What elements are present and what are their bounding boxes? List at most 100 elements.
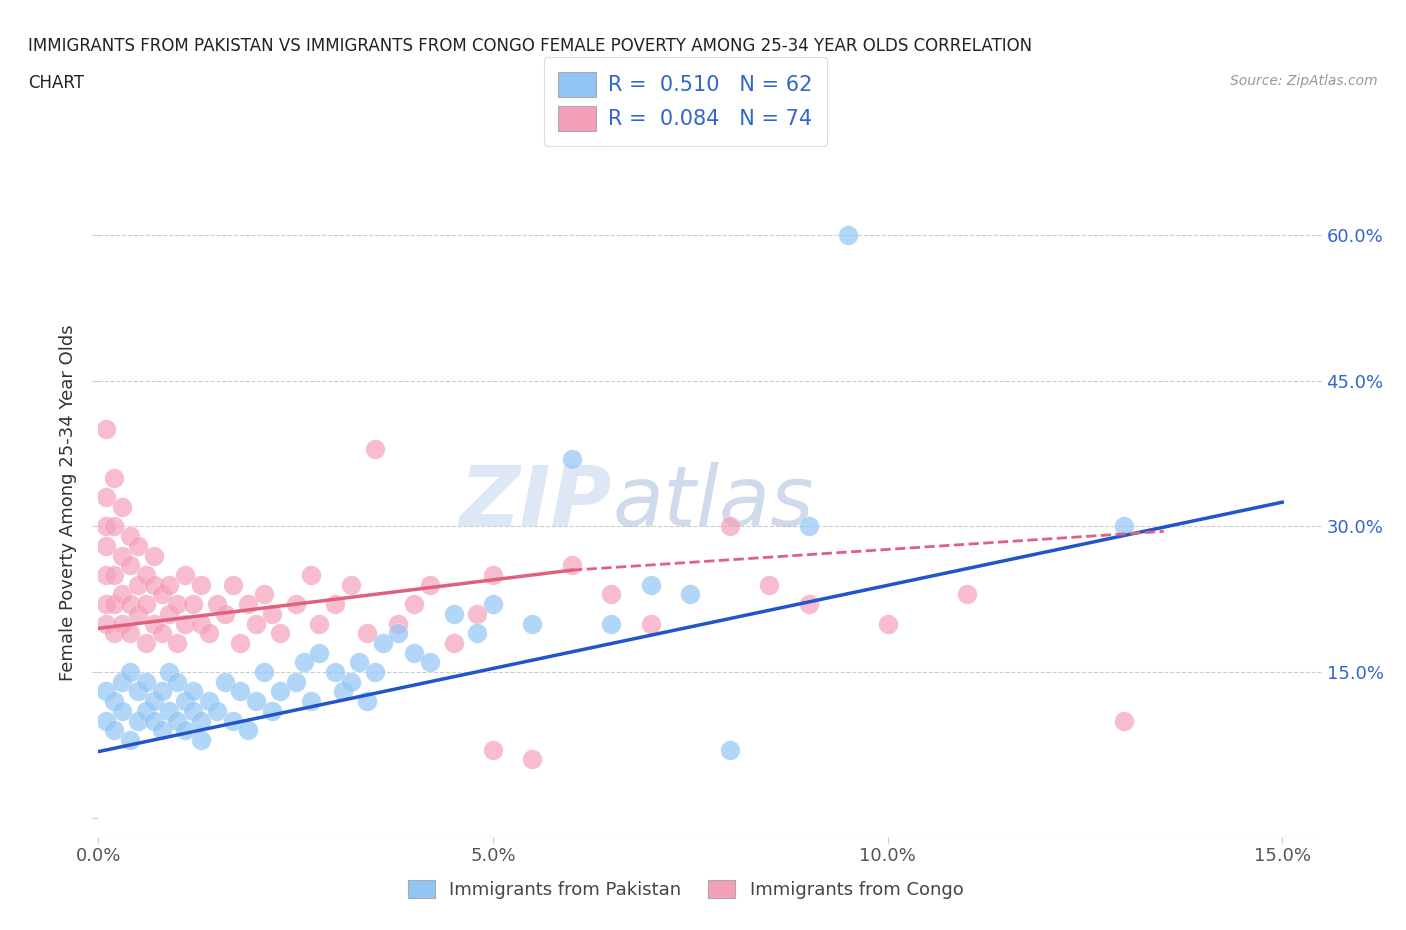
Point <box>718 519 741 534</box>
Point <box>166 674 188 689</box>
Point <box>118 558 141 573</box>
Point <box>190 733 212 748</box>
Point <box>482 742 505 757</box>
Point <box>465 606 488 621</box>
Point <box>205 597 228 612</box>
Point <box>181 597 204 612</box>
Point <box>166 597 188 612</box>
Point <box>1114 519 1136 534</box>
Point <box>96 713 118 728</box>
Point <box>797 597 820 612</box>
Point <box>111 499 134 514</box>
Point <box>269 684 291 698</box>
Point <box>190 616 212 631</box>
Point <box>166 713 188 728</box>
Point <box>292 655 315 670</box>
Y-axis label: Female Poverty Among 25-34 Year Olds: Female Poverty Among 25-34 Year Olds <box>59 324 77 681</box>
Point <box>190 578 212 592</box>
Point <box>323 597 346 612</box>
Point <box>159 606 181 621</box>
Point <box>103 519 125 534</box>
Point <box>718 742 741 757</box>
Text: CHART: CHART <box>28 74 84 92</box>
Point <box>419 655 441 670</box>
Point <box>174 694 197 709</box>
Point <box>229 635 252 650</box>
Point <box>229 684 252 698</box>
Point <box>103 626 125 641</box>
Point <box>238 597 260 612</box>
Point <box>127 538 149 553</box>
Point <box>111 548 134 563</box>
Point <box>253 587 276 602</box>
Point <box>253 665 276 680</box>
Point <box>363 665 385 680</box>
Point <box>640 578 662 592</box>
Point <box>1114 713 1136 728</box>
Point <box>118 626 141 641</box>
Point <box>135 567 157 582</box>
Point <box>150 723 173 737</box>
Legend: Immigrants from Pakistan, Immigrants from Congo: Immigrants from Pakistan, Immigrants fro… <box>398 870 973 909</box>
Point <box>127 684 149 698</box>
Point <box>96 684 118 698</box>
Point <box>111 616 134 631</box>
Point <box>159 578 181 592</box>
Point <box>561 558 583 573</box>
Point <box>465 626 488 641</box>
Point <box>522 752 544 767</box>
Point <box>443 606 465 621</box>
Point <box>96 597 118 612</box>
Point <box>111 703 134 718</box>
Point <box>118 665 141 680</box>
Point <box>371 635 394 650</box>
Point <box>111 587 134 602</box>
Text: IMMIGRANTS FROM PAKISTAN VS IMMIGRANTS FROM CONGO FEMALE POVERTY AMONG 25-34 YEA: IMMIGRANTS FROM PAKISTAN VS IMMIGRANTS F… <box>28 37 1032 55</box>
Point <box>198 694 221 709</box>
Point <box>118 597 141 612</box>
Point <box>679 587 702 602</box>
Point <box>150 587 173 602</box>
Point <box>260 703 283 718</box>
Point <box>356 626 378 641</box>
Point <box>522 616 544 631</box>
Point <box>797 519 820 534</box>
Point <box>308 616 330 631</box>
Point <box>198 626 221 641</box>
Point <box>127 713 149 728</box>
Point <box>96 490 118 505</box>
Point <box>103 694 125 709</box>
Point <box>142 713 165 728</box>
Point <box>387 616 409 631</box>
Point <box>190 713 212 728</box>
Point <box>142 694 165 709</box>
Point <box>111 674 134 689</box>
Point <box>640 616 662 631</box>
Point <box>363 442 385 457</box>
Point <box>758 578 780 592</box>
Point <box>323 665 346 680</box>
Point <box>356 694 378 709</box>
Point <box>482 567 505 582</box>
Point <box>96 567 118 582</box>
Point <box>135 674 157 689</box>
Point <box>221 713 243 728</box>
Point <box>443 635 465 650</box>
Point <box>205 703 228 718</box>
Point <box>221 578 243 592</box>
Point <box>419 578 441 592</box>
Point <box>150 626 173 641</box>
Point <box>159 665 181 680</box>
Point <box>340 578 363 592</box>
Point <box>387 626 409 641</box>
Point <box>600 587 623 602</box>
Point <box>103 723 125 737</box>
Point <box>269 626 291 641</box>
Point <box>301 694 323 709</box>
Point <box>174 616 197 631</box>
Point <box>955 587 977 602</box>
Point <box>103 471 125 485</box>
Point <box>600 616 623 631</box>
Point <box>404 597 426 612</box>
Point <box>174 567 197 582</box>
